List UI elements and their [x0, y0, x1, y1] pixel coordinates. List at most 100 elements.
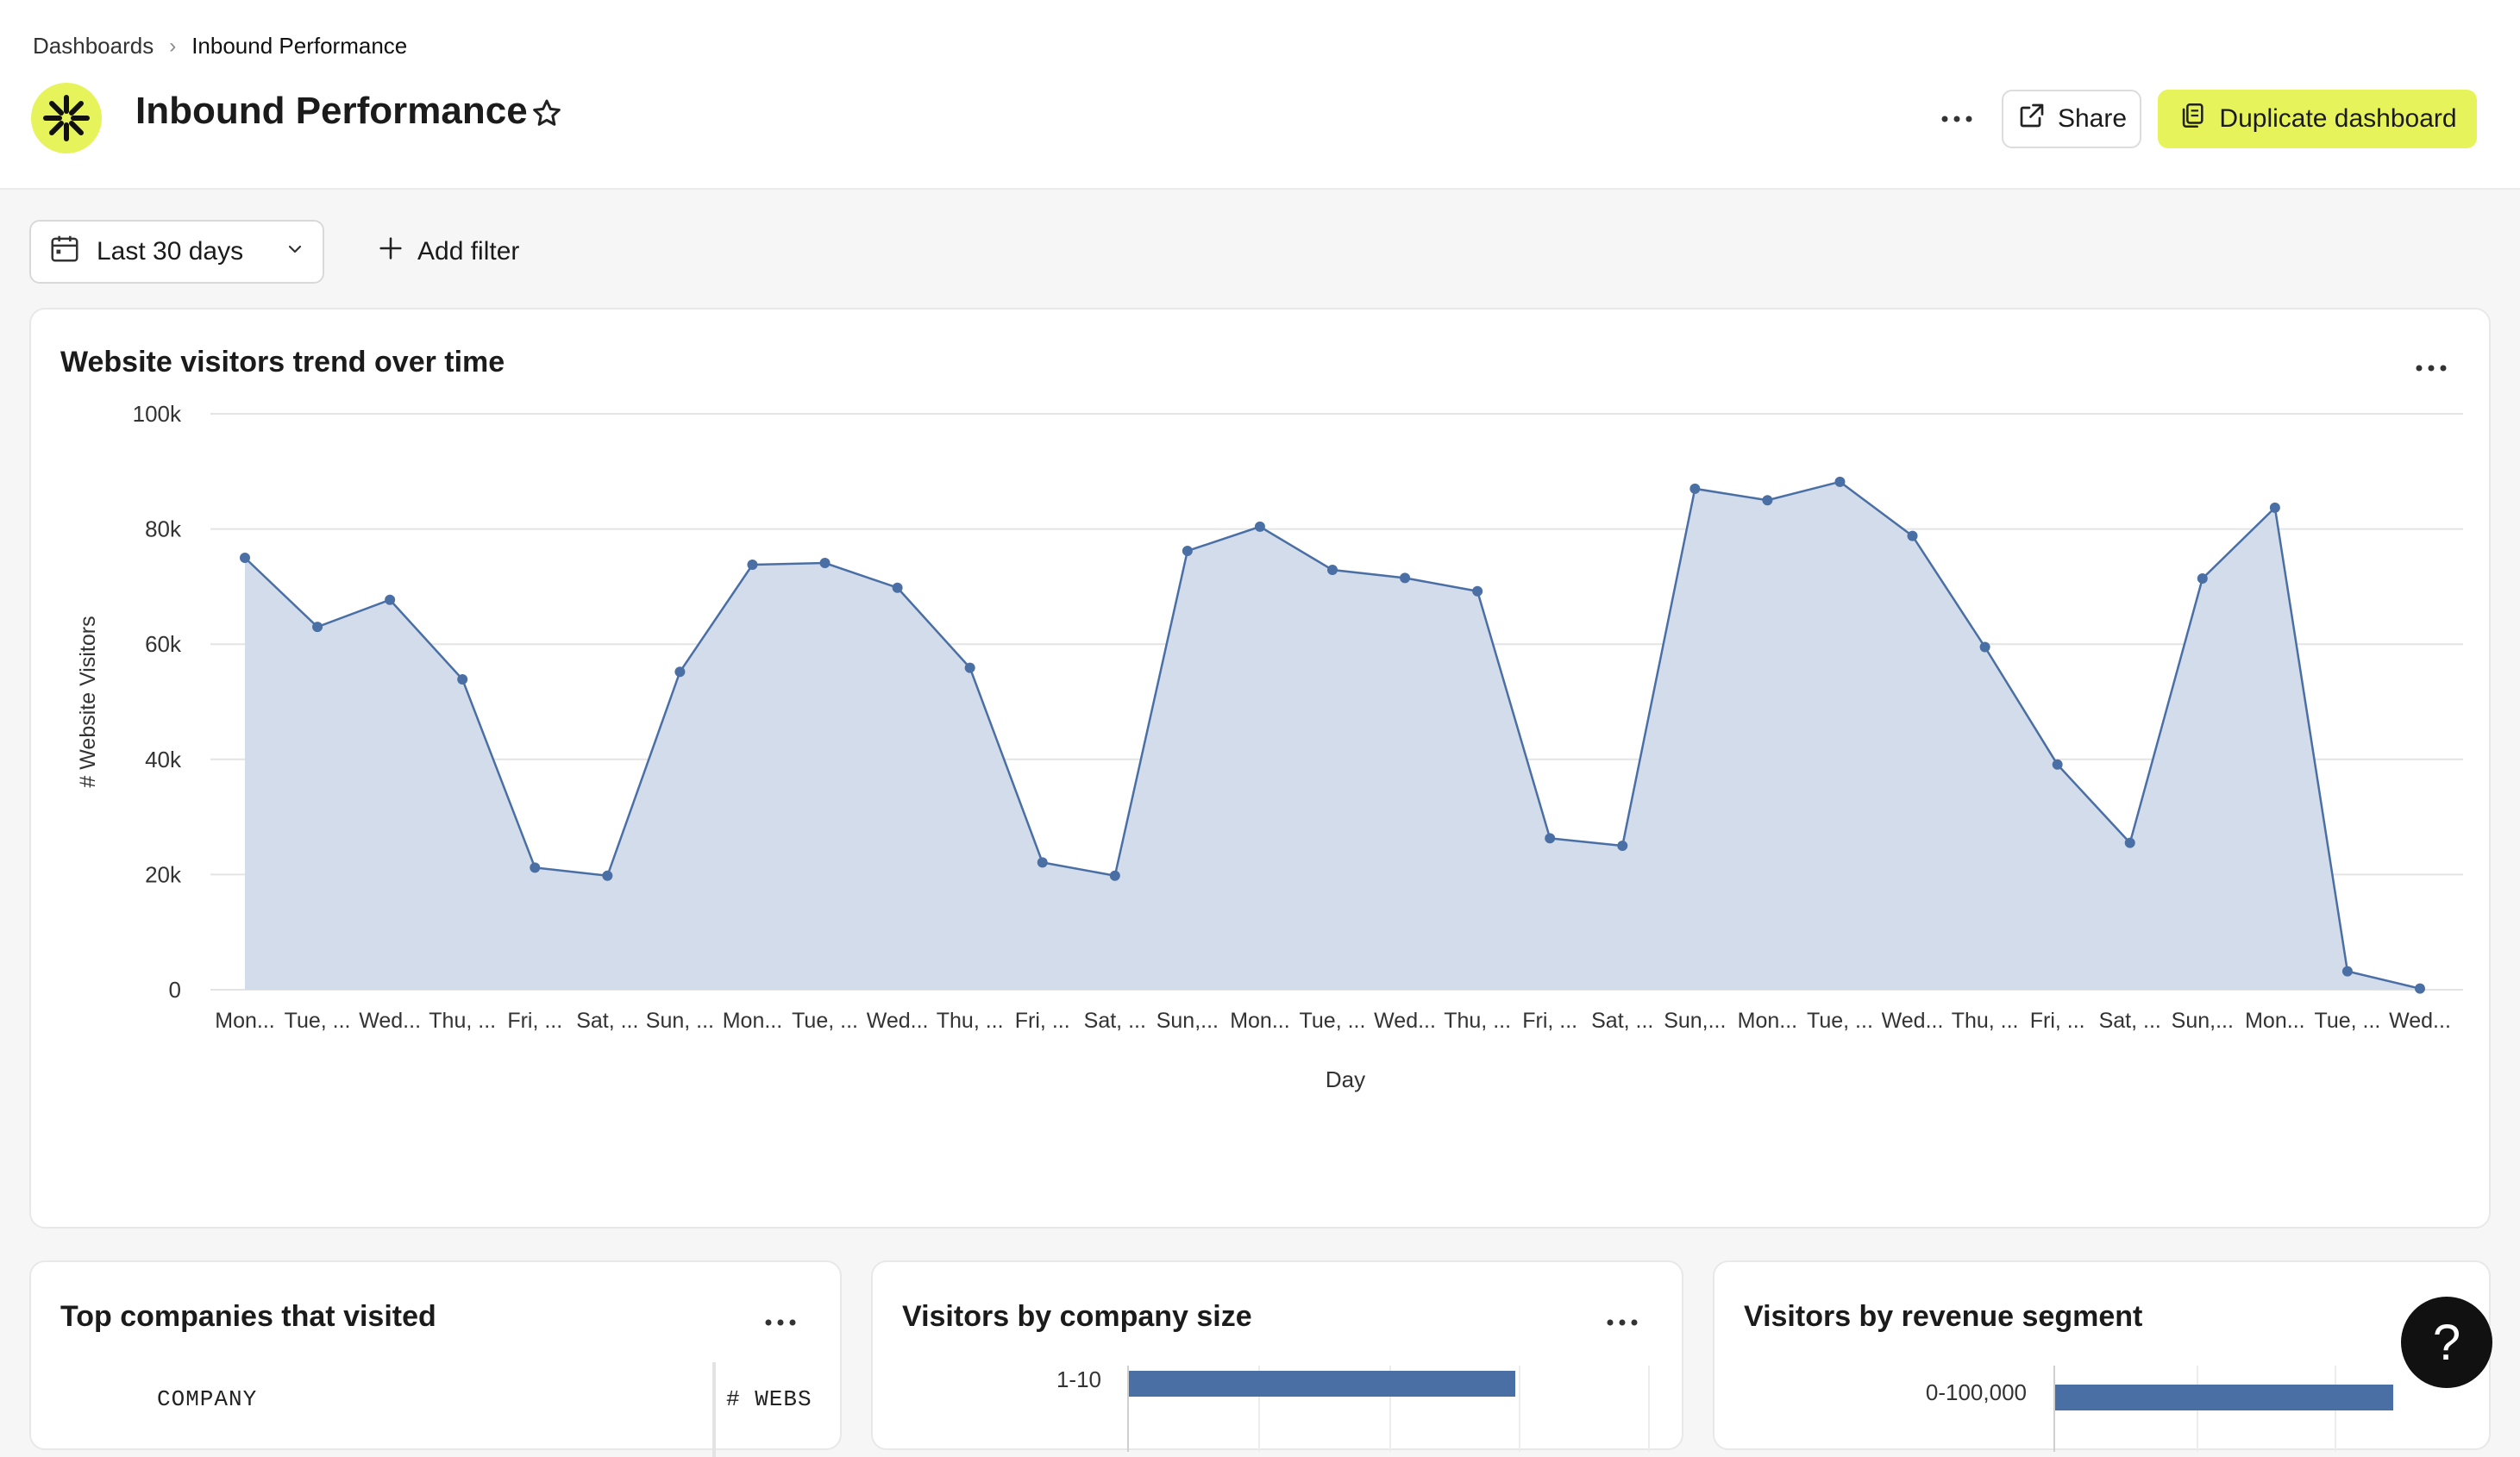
- y-tick-label: 20k: [145, 861, 182, 887]
- card-more-icon[interactable]: [759, 1307, 802, 1338]
- data-point: [1037, 857, 1048, 868]
- x-tick-label: Tue, ...: [1807, 1009, 1873, 1033]
- bar: [2055, 1385, 2393, 1410]
- column-header-company[interactable]: COMPANY: [157, 1386, 258, 1412]
- data-point: [240, 553, 250, 563]
- data-point: [1400, 572, 1411, 584]
- x-tick-label: Tue, ...: [285, 1009, 351, 1033]
- company-size-card: Visitors by company size 1-10: [871, 1260, 1683, 1452]
- x-tick-label: Sat, ...: [1591, 1009, 1653, 1033]
- data-point: [1907, 530, 1918, 541]
- x-tick-label: Tue, ...: [2314, 1009, 2380, 1033]
- data-point: [1254, 521, 1265, 532]
- share-button[interactable]: Share: [2002, 90, 2141, 148]
- card-title: Visitors by company size: [902, 1300, 1252, 1333]
- x-tick-label: Tue, ...: [1300, 1009, 1366, 1033]
- x-tick-label: Sun,...: [1157, 1009, 1219, 1033]
- star-icon[interactable]: [530, 97, 564, 131]
- x-tick-label: Mon...: [215, 1009, 274, 1033]
- help-icon: ?: [2432, 1314, 2461, 1371]
- breadcrumb-dashboards-link[interactable]: Dashboards: [33, 33, 154, 59]
- x-axis-title: Day: [1326, 1066, 1365, 1092]
- breadcrumb: Dashboards › Inbound Performance: [33, 33, 407, 59]
- category-label: 0-100,000: [1926, 1379, 2027, 1405]
- column-divider: [712, 1362, 716, 1457]
- revenue-segment-chart: 0-100,000: [1926, 1366, 2393, 1452]
- x-tick-label: Fri, ...: [507, 1009, 562, 1033]
- category-label: 1-10: [1056, 1366, 1101, 1392]
- duplicate-label: Duplicate dashboard: [2219, 104, 2457, 133]
- data-point: [1109, 870, 1120, 881]
- data-point: [457, 673, 468, 685]
- data-point: [2197, 573, 2208, 585]
- bar: [1129, 1371, 1515, 1397]
- x-tick-label: Sat, ...: [1084, 1009, 1146, 1033]
- data-point: [1327, 565, 1338, 576]
- add-filter-label: Add filter: [417, 237, 520, 266]
- data-point: [1979, 641, 1990, 653]
- top-companies-card: Top companies that visited COMPANY # WEB…: [29, 1260, 842, 1457]
- y-tick-label: 100k: [133, 401, 182, 427]
- card-title: Top companies that visited: [60, 1300, 436, 1333]
- data-point: [385, 594, 396, 605]
- data-point: [892, 582, 903, 593]
- help-button[interactable]: ?: [2401, 1297, 2492, 1388]
- x-tick-label: Thu, ...: [937, 1009, 1004, 1033]
- breadcrumb-current: Inbound Performance: [191, 33, 408, 59]
- x-tick-label: Wed...: [867, 1009, 929, 1033]
- data-point: [602, 870, 613, 881]
- x-tick-label: Tue, ...: [792, 1009, 858, 1033]
- x-tick-label: Fri, ...: [2030, 1009, 2085, 1033]
- data-point: [2124, 837, 2135, 848]
- data-point: [2269, 502, 2280, 513]
- data-point: [530, 862, 541, 873]
- x-tick-label: Sun, ...: [646, 1009, 714, 1033]
- series-area: [245, 481, 2420, 990]
- add-filter-button[interactable]: Add filter: [376, 226, 519, 278]
- data-point: [747, 560, 758, 571]
- plus-icon: [376, 234, 405, 270]
- date-range-label: Last 30 days: [97, 237, 244, 266]
- data-point: [674, 666, 686, 678]
- card-more-icon[interactable]: [1601, 1307, 1644, 1338]
- company-size-chart: 1-10: [1056, 1366, 1650, 1452]
- data-point: [312, 622, 323, 633]
- y-tick-label: 0: [169, 977, 181, 1003]
- data-point: [1689, 483, 1701, 494]
- y-tick-label: 80k: [145, 516, 182, 542]
- column-header-visitors[interactable]: # WEBS: [726, 1386, 812, 1412]
- x-tick-label: Wed...: [359, 1009, 421, 1033]
- data-point: [1762, 495, 1773, 506]
- x-tick-label: Mon...: [1738, 1009, 1797, 1033]
- breadcrumb-separator: ›: [169, 34, 177, 58]
- data-point: [2415, 983, 2425, 994]
- duplicate-icon: [2178, 101, 2207, 137]
- x-tick-label: Mon...: [1230, 1009, 1289, 1033]
- x-tick-label: Thu, ...: [1444, 1009, 1511, 1033]
- card-title: Visitors by revenue segment: [1744, 1300, 2143, 1333]
- x-tick-label: Thu, ...: [1952, 1009, 2019, 1033]
- top-bar: Dashboards › Inbound Performance Inbound…: [0, 0, 2520, 190]
- calendar-icon: [48, 232, 81, 272]
- trend-chart: 0 20k 40k 60k 80k 100k Mon... Tue, ... Wed... Thu…: [76, 401, 2463, 1092]
- x-tick-label: Mon...: [2245, 1009, 2304, 1033]
- share-label: Share: [2057, 104, 2128, 133]
- page-title: Inbound Performance: [135, 90, 528, 132]
- more-options-icon[interactable]: [1935, 102, 1978, 136]
- share-icon: [2016, 100, 2047, 138]
- data-point: [2341, 966, 2353, 977]
- data-point: [964, 662, 975, 673]
- data-point: [819, 558, 831, 569]
- x-tick-label: Sat, ...: [576, 1009, 638, 1033]
- x-tick-label: Wed...: [2389, 1009, 2451, 1033]
- card-title: Website visitors trend over time: [60, 346, 505, 378]
- x-tick-label: Wed...: [1374, 1009, 1436, 1033]
- x-tick-label: Mon...: [723, 1009, 782, 1033]
- x-tick-label: Wed...: [1882, 1009, 1944, 1033]
- card-more-icon[interactable]: [2410, 353, 2453, 384]
- chevron-down-icon: [285, 237, 305, 266]
- y-axis-title: # Website Visitors: [76, 616, 100, 787]
- x-tick-label: Fri, ...: [1522, 1009, 1577, 1033]
- date-range-select[interactable]: Last 30 days: [29, 220, 324, 284]
- duplicate-dashboard-button[interactable]: Duplicate dashboard: [2158, 90, 2477, 148]
